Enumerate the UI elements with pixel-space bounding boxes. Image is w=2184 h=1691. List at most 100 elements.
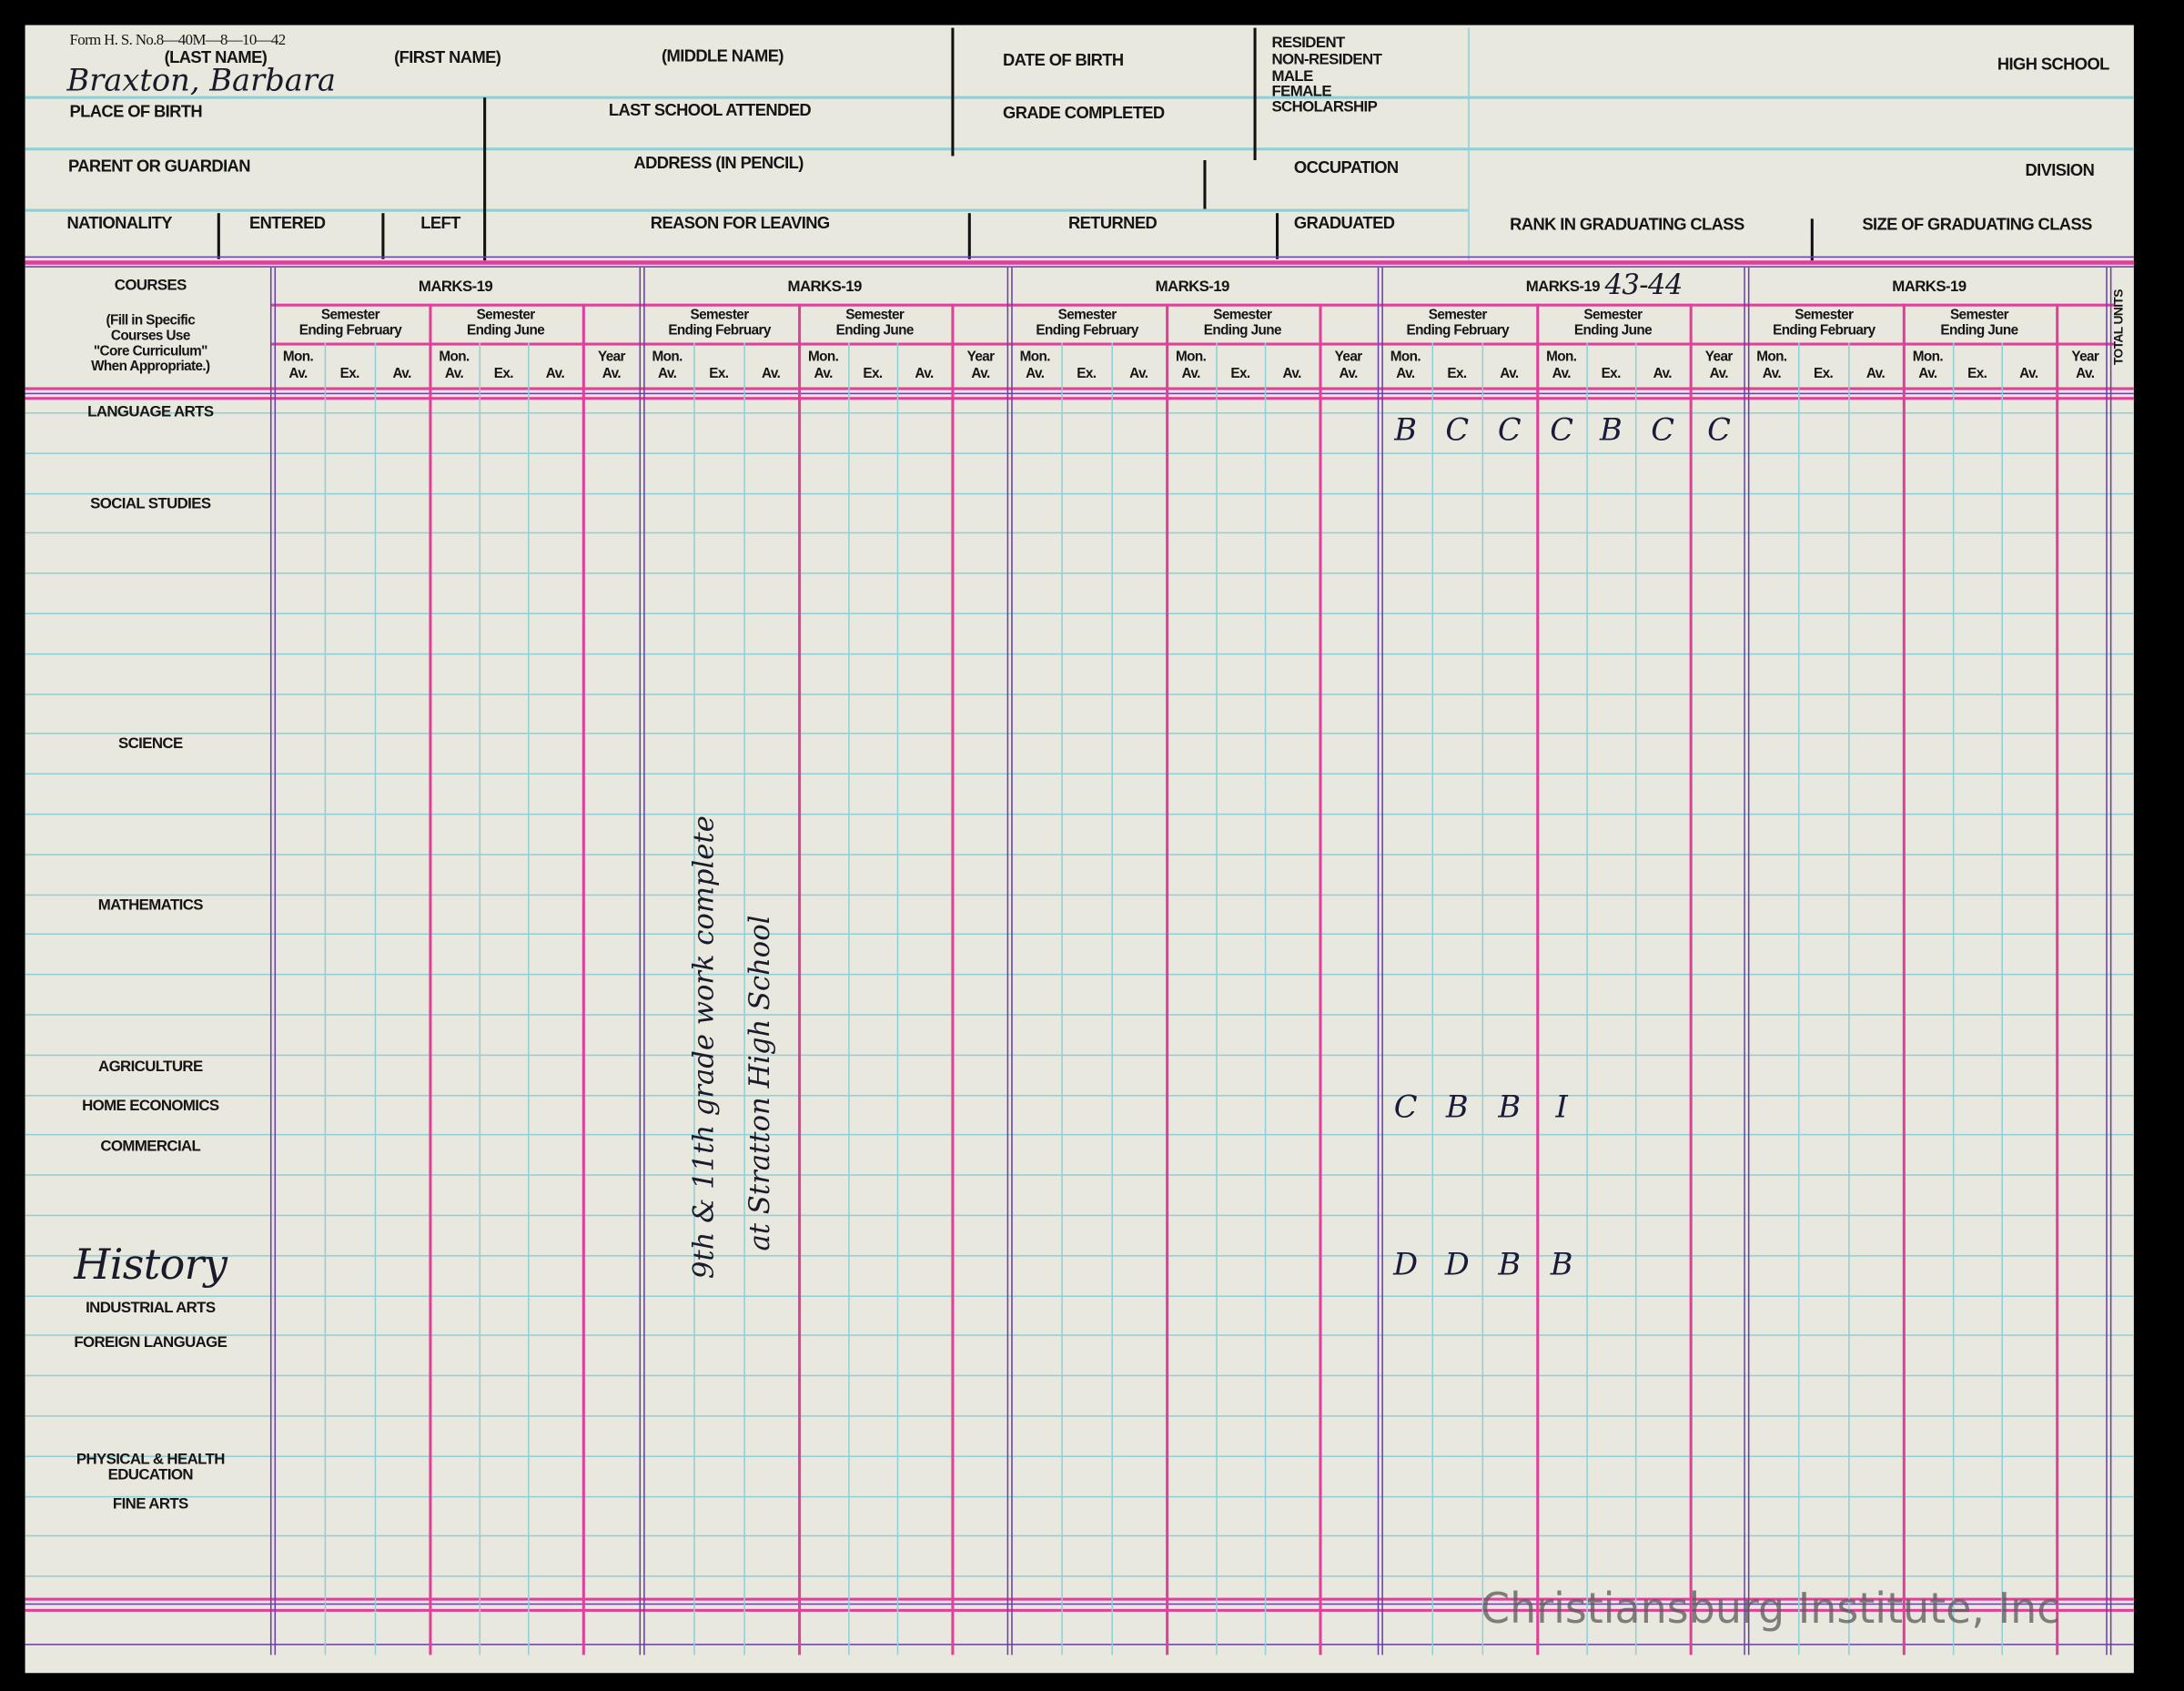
grade-mark: C — [1497, 413, 1522, 449]
semester-divider — [581, 303, 585, 1656]
block-divider — [1377, 267, 1380, 1656]
grid-row-line — [25, 1255, 2134, 1257]
column-divider — [1634, 342, 1637, 1656]
block-divider — [1011, 267, 1013, 1656]
grid-row-line — [25, 694, 2134, 695]
grid-row-line — [25, 854, 2134, 856]
block-divider — [274, 267, 277, 1656]
column-divider — [1111, 342, 1113, 1656]
semester-divider — [429, 303, 431, 1656]
grid-row-line — [25, 412, 2134, 414]
grade-mark: D — [1393, 1248, 1418, 1283]
column-label: Av. — [814, 366, 833, 382]
column-label: Mon. — [439, 349, 470, 366]
column-label: Year — [2071, 349, 2099, 366]
footer-line — [25, 1644, 2134, 1645]
course-label: COMMERCIAL — [100, 1138, 201, 1155]
block-divider — [1747, 267, 1750, 1656]
marks-block-label: MARKS-19 — [1155, 278, 1230, 296]
grid-row-line — [25, 973, 2134, 976]
column-divider — [1431, 342, 1433, 1656]
header-row-line — [25, 147, 2134, 150]
header-divider — [1810, 218, 1814, 261]
semester-divider — [1536, 303, 1539, 1656]
column-label: Av. — [2076, 366, 2095, 382]
footer-line — [25, 1608, 2134, 1612]
semester-label: Ending June — [1573, 323, 1653, 339]
courses-instruction: (Fill in Specific — [106, 313, 196, 329]
block-divider — [639, 267, 642, 1656]
grade-mark: B — [1394, 413, 1417, 449]
grid-row-line — [25, 613, 2134, 614]
size-label: SIZE OF GRADUATING CLASS — [1862, 214, 2092, 235]
column-label: Mon. — [282, 349, 314, 366]
semester-label: Semester — [1949, 308, 2009, 324]
high-school-label: HIGH SCHOOL — [1997, 54, 2109, 75]
course-label: INDUSTRIAL ARTS — [86, 1300, 216, 1317]
note-line-1: 9th & 11th grade work complete — [686, 815, 721, 1280]
column-label: Mon. — [652, 349, 683, 366]
header-divider — [1468, 27, 1470, 262]
marks-block-label: MARKS-19 — [787, 278, 863, 296]
column-label: Ex. — [1447, 366, 1467, 382]
grid-row-line — [25, 1334, 2134, 1336]
semester-divider — [1166, 303, 1168, 1656]
semester-label: Ending February — [1036, 323, 1138, 339]
graduated-label: GRADUATED — [1293, 213, 1395, 233]
marks-header-line — [1744, 342, 2115, 345]
grid-row-line — [25, 1495, 2134, 1498]
last-name-label: (LAST NAME) — [164, 47, 268, 67]
column-label: Year — [1334, 349, 1363, 366]
column-label: Av. — [1026, 366, 1045, 382]
semester-label: Semester — [1428, 308, 1488, 324]
grid-row-line — [25, 1214, 2134, 1217]
block-divider — [1744, 267, 1745, 1656]
marks-header-line — [271, 303, 642, 306]
grade-mark: C — [1550, 413, 1573, 449]
student-name: Braxton, Barbara — [66, 64, 337, 99]
grade-mark: C — [1445, 413, 1469, 449]
marks-header-line — [1379, 342, 1748, 345]
column-divider — [1264, 342, 1267, 1656]
header-double-line — [25, 260, 2134, 265]
grid-row-line — [25, 653, 2134, 655]
block-divider — [1006, 267, 1009, 1656]
marks-header-line — [1744, 303, 2115, 306]
grid-row-line — [25, 532, 2134, 534]
column-divider — [1061, 342, 1063, 1656]
watermark: Christiansburg Institute, Inc — [1481, 1585, 2060, 1635]
marks-header-line — [641, 342, 1010, 345]
column-label: Av. — [602, 366, 622, 382]
total-units-divider — [2106, 267, 2108, 1656]
grid-row-line — [25, 572, 2134, 574]
occupation-label: OCCUPATION — [1293, 157, 1399, 177]
column-label: Av. — [1866, 366, 1886, 382]
course-label: FINE ARTS — [112, 1495, 188, 1514]
entered-label: ENTERED — [248, 213, 326, 233]
course-label: AGRICULTURE — [98, 1058, 203, 1076]
column-label: Av. — [1181, 366, 1201, 382]
grid-row-line — [25, 894, 2134, 896]
grid-row-line — [25, 733, 2134, 734]
column-label: Av. — [1918, 366, 1937, 382]
grade-mark: C — [1651, 413, 1674, 449]
semester-label: Semester — [845, 308, 905, 324]
grid-row-line — [25, 773, 2134, 775]
permanent-record-card: COURSES (Fill in Specific Courses Use "Core… — [25, 25, 2134, 1674]
left-label: LEFT — [420, 213, 460, 233]
semester-label: Semester — [1213, 308, 1272, 324]
column-label: Av. — [392, 366, 411, 382]
grade-mark: B — [1498, 1090, 1521, 1126]
course-label: SOCIAL STUDIES — [90, 495, 211, 513]
column-divider — [2001, 342, 2004, 1656]
course-label-handwritten: History — [74, 1240, 228, 1291]
semester-label: Semester — [1057, 308, 1117, 324]
marks-header-line — [271, 342, 642, 345]
column-divider — [1586, 342, 1588, 1656]
grade-mark: D — [1444, 1248, 1470, 1283]
division-label: DIVISION — [2025, 160, 2095, 180]
rank-label: RANK IN GRADUATING CLASS — [1510, 214, 1744, 235]
column-label: Av. — [1129, 366, 1148, 382]
column-label: Av. — [762, 366, 781, 382]
grade-mark: B — [1445, 1090, 1469, 1126]
